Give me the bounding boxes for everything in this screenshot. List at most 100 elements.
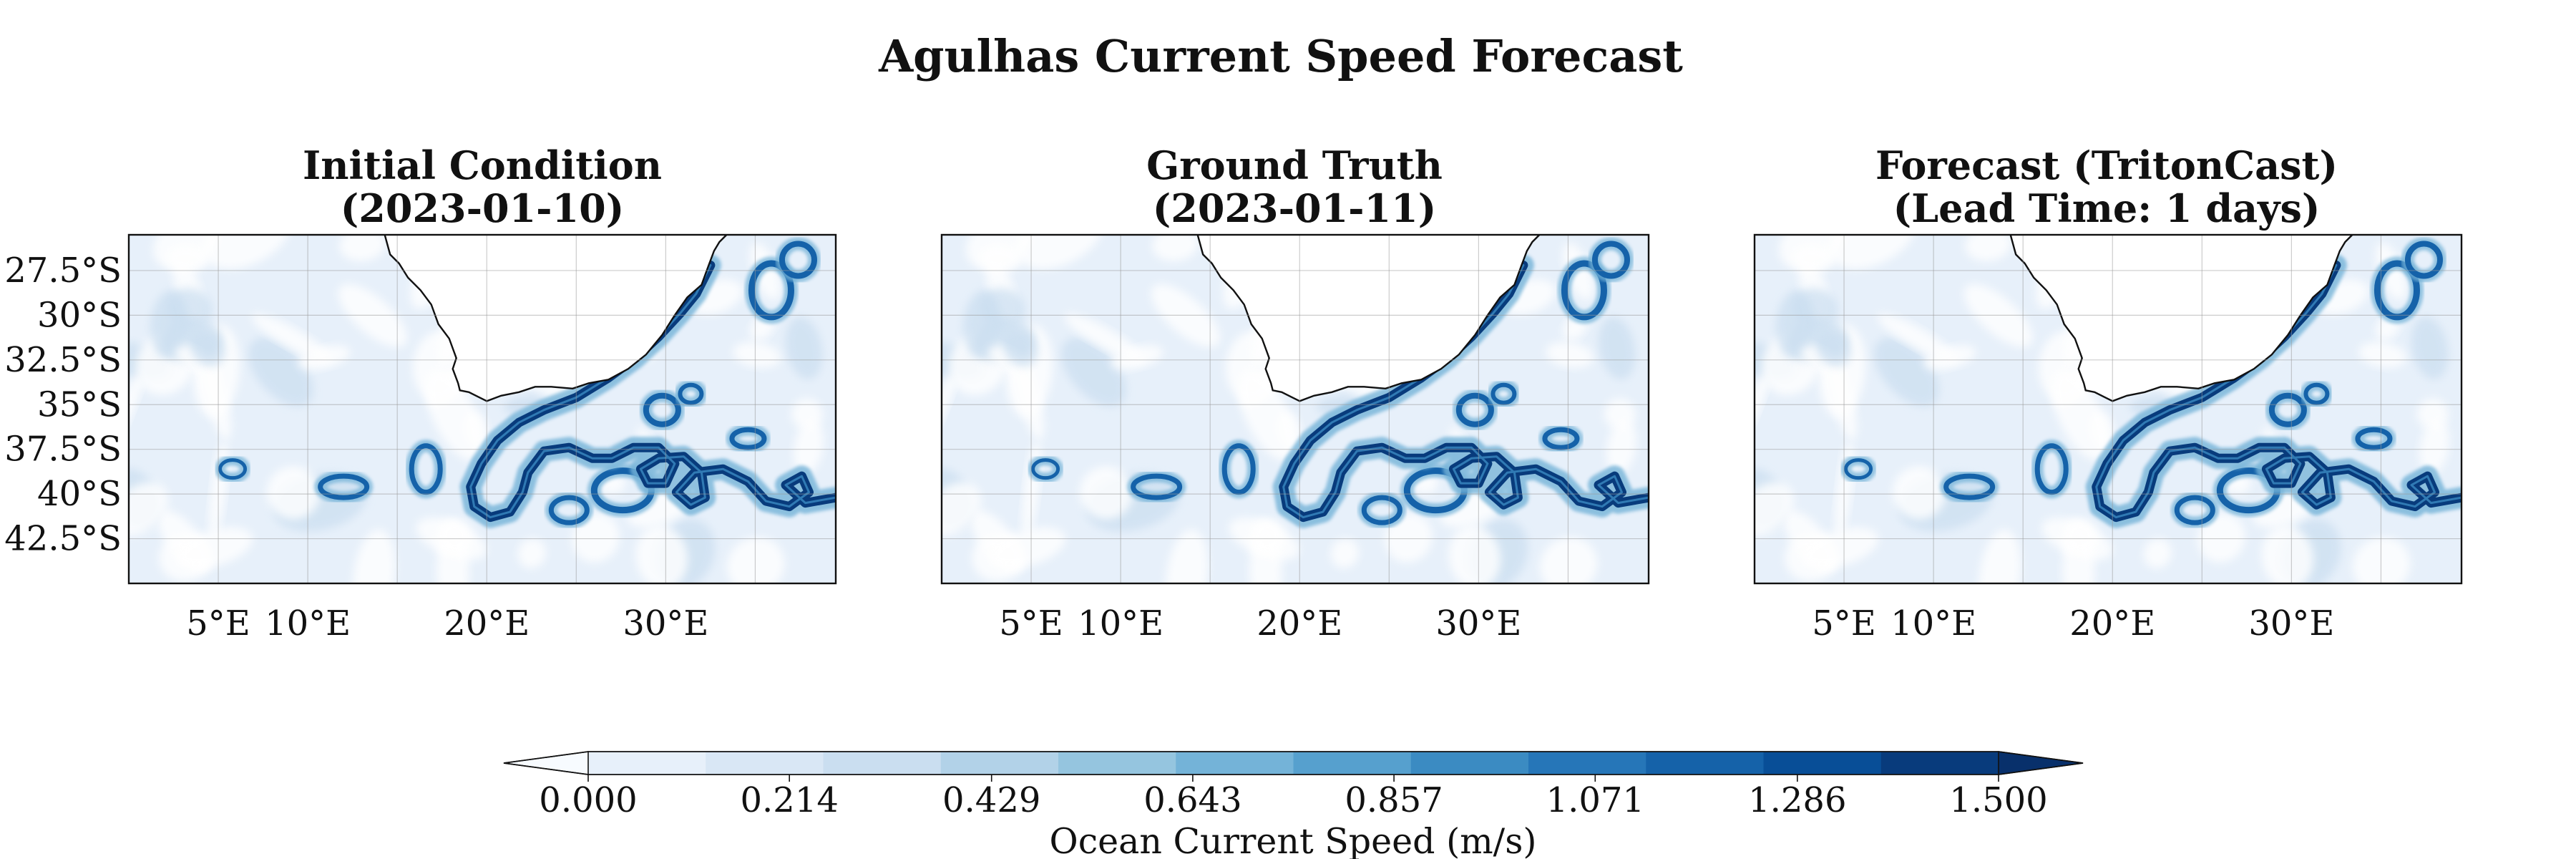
speed-map: 5°E 10°E 20°E 30°E 27.5°S30°S 32.5°S35°S 37.5°… <box>4 233 837 644</box>
eddy-texture <box>248 337 313 407</box>
eddy-ring <box>1221 443 1256 495</box>
speed-map: 5°E 10°E 20°E 30°E <box>1753 233 2463 644</box>
eddy-ring <box>1455 392 1494 427</box>
colorbar-segment <box>1763 752 1882 775</box>
eddy-ring <box>678 382 704 405</box>
eddy-texture <box>942 482 981 536</box>
colorbar-segment <box>1293 752 1412 775</box>
lon-tick-label: 10°E <box>1078 603 1163 644</box>
panel-title-line1: Initial Condition <box>303 142 662 188</box>
eddy-ring <box>1844 458 1873 480</box>
colorbar-segment <box>588 752 706 775</box>
colorbar-tick-label: 0.000 <box>539 780 637 820</box>
eddy-ring <box>2174 495 2215 525</box>
map-panel-forecast: Forecast (TritonCast) (Lead Time: 1 days… <box>1753 142 2463 644</box>
eddy-texture <box>987 527 1066 569</box>
eddy-texture <box>962 290 1001 359</box>
eddy-texture <box>1385 513 1433 563</box>
eddy-ring <box>1561 260 1607 321</box>
eddy-ring <box>1542 427 1580 450</box>
eddy-texture <box>1800 527 1879 569</box>
eddy-texture <box>436 518 472 555</box>
lon-tick-label: 30°E <box>1435 603 1521 644</box>
eddy-texture <box>1064 314 1145 362</box>
colorbar-segment <box>1646 752 1765 775</box>
eddy-texture <box>1828 235 1917 270</box>
panel-title-line1: Forecast (TritonCast) <box>1875 142 2338 188</box>
colorbar-segment <box>823 752 942 775</box>
lat-tick-label: 42.5°S <box>4 519 122 559</box>
current-core-highlight <box>1282 264 1649 519</box>
coastline <box>384 235 728 402</box>
eddy-texture <box>203 235 291 270</box>
eddy-ring <box>2034 443 2069 495</box>
colorbar-tick-label: 0.214 <box>740 780 838 820</box>
eddy-ring <box>318 473 370 500</box>
panel-title-line2: (Lead Time: 1 days) <box>1893 185 2321 231</box>
eddy-texture <box>1775 290 1814 359</box>
lon-tick-label: 30°E <box>623 603 708 644</box>
speed-map: 5°E 10°E 20°E 30°E <box>940 233 1650 644</box>
colorbar-label: Ocean Current Speed (m/s) <box>1050 821 1537 859</box>
eddy-ring <box>1591 241 1630 279</box>
lat-tick-label: 37.5°S <box>4 430 122 470</box>
figure-title: Agulhas Current Speed Forecast <box>878 30 1683 82</box>
panel-title-line1: Ground Truth <box>1146 142 1443 188</box>
lon-tick-label: 5°E <box>1812 603 1876 644</box>
lon-tick-label: 5°E <box>186 603 250 644</box>
speed-field <box>1755 235 2462 583</box>
eddy-texture <box>2419 419 2449 475</box>
lon-tick-label: 20°E <box>1257 603 1342 644</box>
eddy-texture <box>785 316 823 379</box>
colorbar-tick-label: 1.071 <box>1546 780 1644 820</box>
eddy-ring <box>2303 382 2330 405</box>
eddy-texture <box>1755 482 1794 536</box>
eddy-ring <box>1361 495 1402 525</box>
eddy-texture <box>1004 331 1038 367</box>
colorbar-extend-min <box>503 751 589 775</box>
eddy-texture <box>1923 345 1976 370</box>
eddy-texture <box>1079 466 1133 520</box>
eddy-texture <box>1817 331 1851 367</box>
eddy-ring <box>1031 458 1060 480</box>
current-core-highlight <box>469 264 836 519</box>
colorbar-segment <box>706 752 824 775</box>
eddy-ring <box>779 241 817 279</box>
eddy-texture <box>1540 537 1598 583</box>
eddy-texture <box>1877 314 1958 362</box>
map-frame <box>1753 233 2463 585</box>
eddy-texture <box>1166 529 1209 583</box>
eddy-texture <box>1448 525 1501 583</box>
lat-tick-label: 27.5°S <box>4 251 122 291</box>
eddy-texture <box>339 235 386 261</box>
eddy-texture <box>1111 345 1163 370</box>
lon-tick-label: 20°E <box>2069 603 2155 644</box>
eddy-texture <box>2197 513 2245 563</box>
eddy-texture <box>150 290 188 359</box>
lon-tick-label: 30°E <box>2248 603 2334 644</box>
eddy-ring <box>2268 392 2307 427</box>
eddy-texture <box>635 525 688 583</box>
eddy-texture <box>727 537 785 583</box>
lat-tick-label: 40°S <box>37 474 122 514</box>
colorbar-tick-label: 0.429 <box>942 780 1040 820</box>
map-panel-ground-truth: Ground Truth (2023-01-11) 5°E 10°E 20°E 30°… <box>940 142 1650 644</box>
colorbar-segment <box>1176 752 1294 775</box>
eddy-texture <box>2358 341 2406 368</box>
panel-title-line2: (2023-01-10) <box>341 185 625 231</box>
eddy-ring <box>218 458 248 480</box>
eddy-texture <box>2411 316 2449 379</box>
eddy-texture <box>1965 235 2011 261</box>
colorbar-segment <box>1058 752 1176 775</box>
eddy-texture <box>1330 538 1359 568</box>
eddy-texture <box>2261 525 2314 583</box>
eddy-texture <box>1546 341 1594 368</box>
eddy-texture <box>1979 529 2021 583</box>
eddy-texture <box>129 482 168 536</box>
eddy-texture <box>266 466 321 520</box>
eddy-ring <box>548 495 590 525</box>
eddy-texture <box>1598 316 1636 379</box>
eddy-ring <box>2355 427 2393 450</box>
colorbar: 0.000 0.214 0.429 0.643 0.857 1.071 1.286 1.500 <box>503 751 2084 820</box>
